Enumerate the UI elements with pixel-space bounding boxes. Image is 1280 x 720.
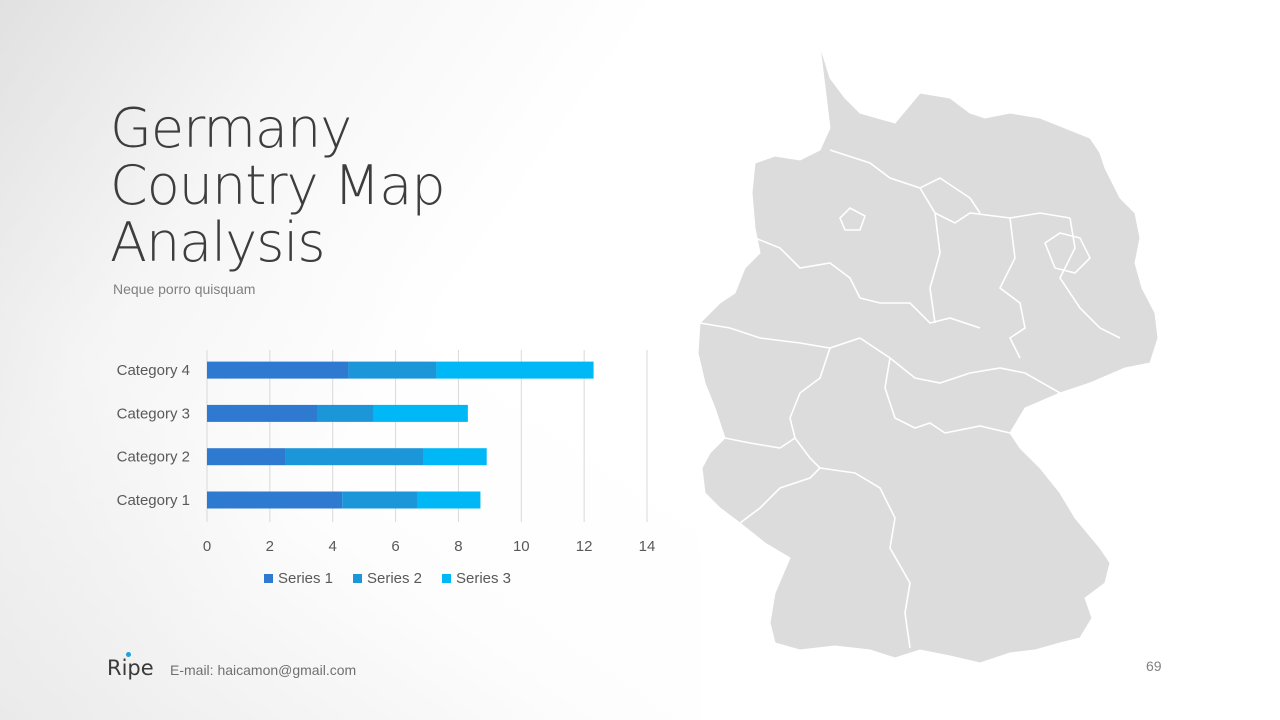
bar-segment: [436, 361, 594, 379]
bar-segment: [207, 448, 286, 466]
slide-subtitle: Neque porro quisquam: [113, 281, 256, 297]
slide-title: Germany Country Map Analysis: [110, 97, 446, 274]
legend-swatch: [353, 574, 362, 583]
page-number: 69: [1146, 658, 1162, 674]
legend-label: Series 3: [456, 570, 511, 587]
bar-segment: [317, 404, 374, 422]
state-borders: [699, 149, 1121, 649]
category-label: Category 4: [117, 362, 190, 379]
bar-segment: [417, 491, 481, 509]
x-tick-label: 2: [266, 538, 274, 555]
germany-map-icon: [697, 45, 1159, 664]
bar-segment: [373, 404, 468, 422]
ripe-logo: Ripe: [107, 656, 154, 680]
logo-dot: [126, 652, 131, 657]
title-line-1: Germany: [110, 97, 352, 160]
legend-swatch: [442, 574, 451, 583]
legend-swatch: [264, 574, 273, 583]
title-line-3: Analysis: [110, 211, 325, 274]
x-tick-label: 12: [576, 538, 593, 555]
bar-segment: [207, 491, 343, 509]
footer-email: E-mail: haicamon@gmail.com: [170, 662, 357, 678]
legend-label: Series 1: [278, 570, 333, 587]
title-line-2: Country Map: [110, 154, 446, 217]
x-tick-label: 8: [454, 538, 462, 555]
stacked-bar-chart: 0 2 4 6 8 10 12 14 Category 1 Category 2 Category …: [117, 350, 656, 587]
x-tick-label: 14: [639, 538, 656, 555]
bar-segment: [207, 361, 349, 379]
bar-segment: [348, 361, 437, 379]
x-tick-label: 4: [329, 538, 337, 555]
category-label: Category 2: [117, 449, 190, 466]
bar-segment: [207, 404, 317, 422]
germany-map-outline: [697, 45, 1159, 664]
legend-label: Series 2: [367, 570, 422, 587]
x-tick-label: 0: [203, 538, 211, 555]
category-label: Category 1: [117, 492, 190, 509]
bar-segment: [285, 448, 424, 466]
category-label: Category 3: [117, 405, 190, 422]
x-tick-label: 6: [391, 538, 399, 555]
bar-segment: [423, 448, 487, 466]
x-tick-label: 10: [513, 538, 530, 555]
bar-segment: [342, 491, 418, 509]
